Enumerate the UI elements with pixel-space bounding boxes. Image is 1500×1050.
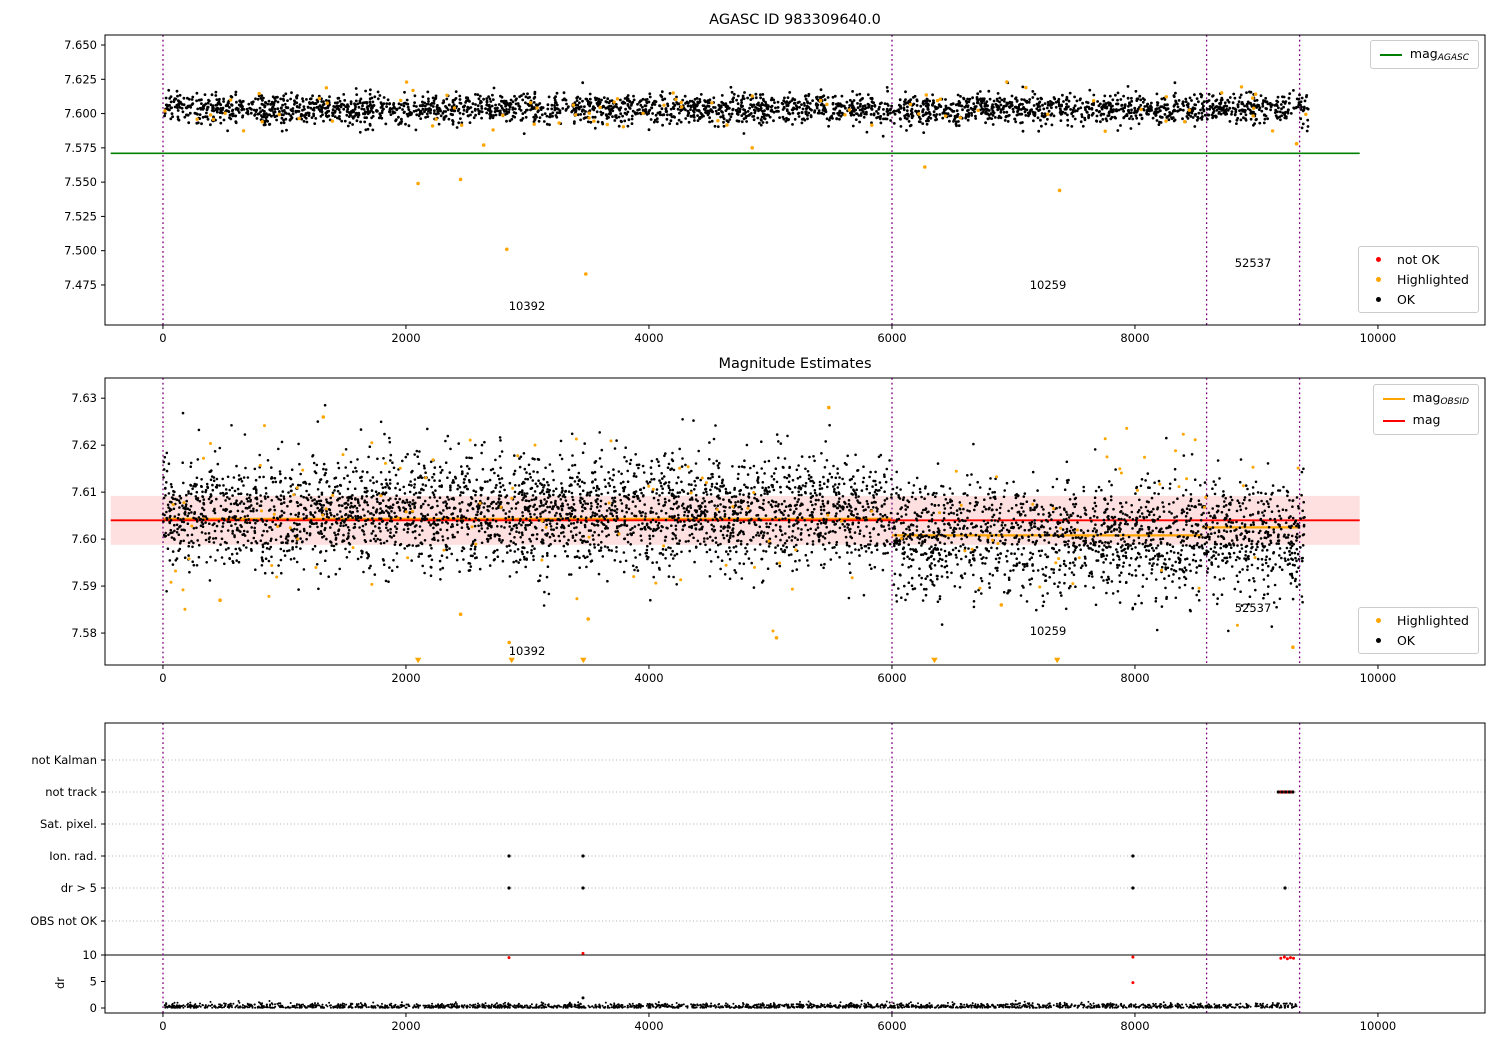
x-tick-label: 6000	[877, 1019, 906, 1033]
x-tick-label: 0	[159, 671, 166, 685]
x-tick-label: 2000	[391, 671, 420, 685]
x-tick-label: 10000	[1360, 331, 1397, 345]
y-tick-label: 7.59	[71, 579, 97, 593]
legend-label: magAGASC	[1410, 46, 1469, 63]
y-tick-label: 7.525	[64, 209, 97, 223]
green-line-swatch	[1380, 54, 1402, 56]
x-tick-label: 4000	[634, 331, 663, 345]
x-tick-label: 0	[159, 331, 166, 345]
legend-mag-lines: magOBSID mag	[1373, 384, 1479, 435]
legend-row: OK	[1368, 292, 1469, 307]
scatter-highlighted-outliers	[416, 142, 1298, 276]
figure-canvas: 02000400060008000100007.6507.6257.6007.5…	[0, 0, 1500, 1050]
category-label: Ion. rad.	[49, 849, 97, 863]
y-tick-label: 7.625	[64, 72, 97, 86]
legend-row: Highlighted	[1368, 272, 1469, 287]
dr-axis-label: dr	[53, 977, 67, 989]
axes-frame	[105, 723, 1485, 1013]
legend-label: mag	[1413, 412, 1441, 429]
y-tick-label: 7.550	[64, 175, 97, 189]
x-tick-label: 8000	[1120, 331, 1149, 345]
obsid-annotation-10259-mid: 10259	[1030, 624, 1067, 638]
x-tick-label: 8000	[1120, 1019, 1149, 1033]
chart-flags: 0 2000 4000 6000 8000 10000 not Kalman not trac…	[30, 723, 1485, 1033]
y-tick-label: 7.575	[64, 141, 97, 155]
orange-dot-swatch	[1376, 277, 1381, 282]
legend-row: magOBSID	[1383, 390, 1469, 407]
orange-dot-swatch	[1376, 618, 1381, 623]
legend-label: OK	[1397, 292, 1415, 307]
obsid-annotation-10392-mid: 10392	[509, 644, 546, 658]
x-tick-label: 2000	[391, 1019, 420, 1033]
x-tick-label: 8000	[1120, 671, 1149, 685]
black-dot-swatch	[1376, 297, 1381, 302]
legend-label: magOBSID	[1413, 390, 1469, 407]
dr-tick-label: 10	[82, 948, 97, 962]
category-label: not track	[45, 785, 97, 799]
y-tick-label: 7.60	[71, 532, 97, 546]
legend-label: Highlighted	[1397, 613, 1469, 628]
y-tick-label: 7.61	[71, 485, 97, 499]
legend-row: mag	[1383, 412, 1469, 429]
y-tick-label: 7.62	[71, 438, 97, 452]
legend-row: OK	[1368, 633, 1469, 648]
category-label: dr > 5	[61, 881, 97, 895]
flag-points-not-track	[1277, 790, 1295, 793]
legend-mag-agasc: magAGASC	[1370, 40, 1479, 69]
chart-title-agasc: AGASC ID 983309640.0	[709, 12, 881, 28]
x-tick-label: 4000	[634, 671, 663, 685]
category-label: Sat. pixel.	[40, 817, 97, 831]
dr-outlier-points	[508, 952, 1296, 984]
x-tick-label: 4000	[634, 1019, 663, 1033]
y-tick-label: 7.650	[64, 38, 97, 52]
obsid-annotation-10259: 10259	[1030, 278, 1067, 292]
obsid-annotation-52537: 52537	[1235, 256, 1272, 270]
red-dot-swatch	[1376, 257, 1381, 262]
x-tick-label: 6000	[877, 671, 906, 685]
chart-magest: 0 2000 4000 6000 8000 10000 7.63 7.62 7.61 7.60 7.…	[71, 378, 1485, 685]
category-label: OBS not OK	[30, 914, 97, 928]
obsid-annotation-52537-mid: 52537	[1235, 601, 1272, 615]
clipped-low-markers	[415, 658, 1060, 664]
legend-markers-top: not OK Highlighted OK	[1358, 246, 1479, 313]
figure: 02000400060008000100007.6507.6257.6007.5…	[0, 0, 1500, 1050]
scatter-series-ok	[163, 81, 1309, 137]
category-label: not Kalman	[31, 753, 97, 767]
legend-row: magAGASC	[1380, 46, 1469, 63]
x-tick-label: 0	[159, 1019, 166, 1033]
axes-frame	[105, 35, 1485, 325]
black-dot-swatch	[1376, 638, 1381, 643]
obsid-annotation-10392: 10392	[509, 299, 546, 313]
y-tick-label: 7.475	[64, 278, 97, 292]
legend-row: Highlighted	[1368, 613, 1469, 628]
chart-agasc: 0 2000 4000 6000 8000 10000 7.650 7.625 7.600 7.5…	[64, 35, 1485, 345]
legend-label: OK	[1397, 633, 1415, 648]
x-tick-label: 10000	[1360, 1019, 1397, 1033]
legend-label: Highlighted	[1397, 272, 1469, 287]
y-tick-label: 7.58	[71, 626, 97, 640]
y-tick-label: 7.500	[64, 244, 97, 258]
dr-tick-label: 5	[90, 975, 97, 989]
legend-markers-middle: Highlighted OK	[1358, 607, 1479, 654]
chart-title-magnitude-estimates: Magnitude Estimates	[718, 356, 871, 372]
dr-scatter-series	[164, 1000, 1298, 1009]
orange-line-swatch	[1383, 398, 1405, 400]
dr-outlier-points	[582, 996, 585, 999]
legend-row: not OK	[1368, 252, 1469, 267]
red-line-swatch	[1383, 420, 1405, 422]
y-tick-label: 7.63	[71, 391, 97, 405]
y-tick-label: 7.600	[64, 107, 97, 121]
x-tick-label: 10000	[1360, 671, 1397, 685]
x-tick-label: 6000	[877, 331, 906, 345]
dr-tick-label: 0	[90, 1001, 97, 1015]
legend-label: not OK	[1397, 252, 1439, 267]
x-tick-label: 2000	[391, 331, 420, 345]
